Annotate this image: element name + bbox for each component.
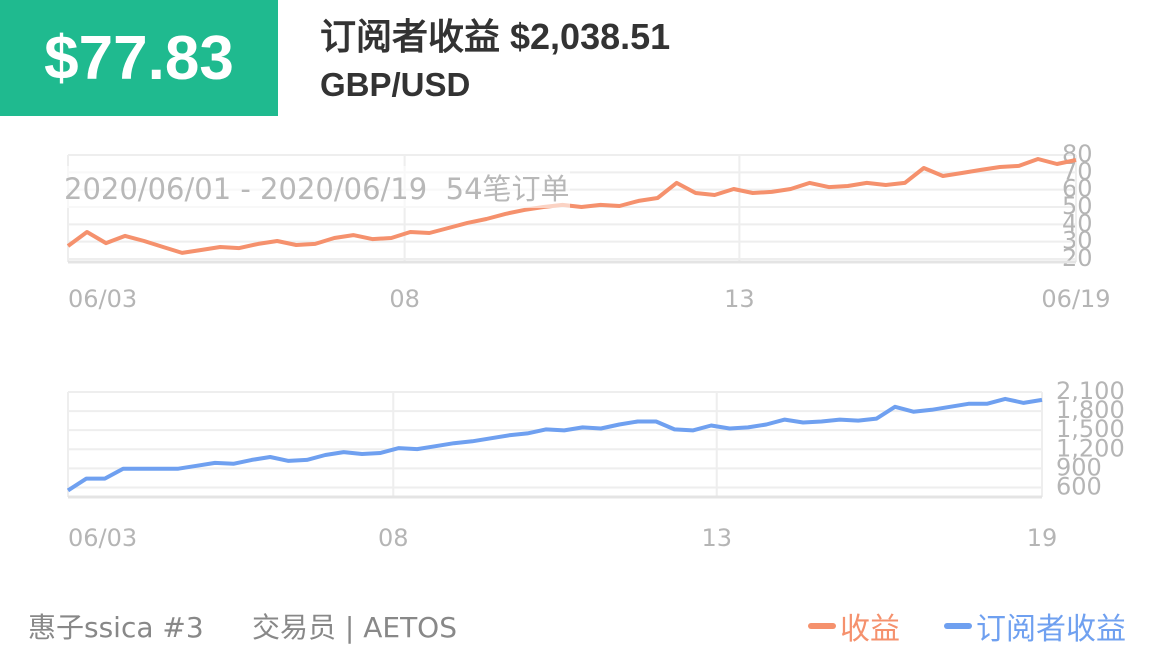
y-tick-label: 1,800 [1056,396,1125,424]
pair: GBP/USD [320,66,471,103]
y-tick-label: 20 [1062,244,1093,272]
y-tick-label: 60 [1062,175,1093,203]
y-tick-label: 30 [1062,227,1093,255]
y-tick-label: 900 [1056,453,1102,481]
legend-swatch [944,623,972,629]
y-tick-label: 40 [1062,209,1093,237]
x-tick-label: 06/03 [68,285,137,313]
x-tick-label: 06/19 [1041,285,1110,313]
legend-label: 订阅者收益 [976,612,1126,647]
x-tick-label: 13 [724,285,755,313]
x-tick-label: 08 [389,285,420,313]
user: 惠子ssica #3 [28,611,204,644]
legend-label: 收益 [840,612,900,647]
legend-swatch [808,623,836,629]
x-tick-label: 06/03 [68,524,137,552]
x-tick-label: 13 [701,524,732,552]
series-line [66,396,1043,493]
price-badge: $77.83 [0,0,278,116]
y-tick-label: 50 [1062,192,1093,220]
x-tick-label: 19 [1027,524,1058,552]
legend-entry: 订阅者收益 [944,604,1126,648]
y-tick-label: 2,100 [1056,377,1125,405]
y-tick-label: 1,200 [1056,434,1125,462]
y-tick-label: 1,500 [1056,415,1125,443]
y-tick-label: 600 [1056,472,1102,500]
series-line [66,157,1077,255]
subtitle: 2020/06/01 - 2020/06/19 54笔订单 [64,166,570,208]
role: 交易员 | AETOS [252,611,457,644]
title: 订阅者收益 $2,038.51 [320,16,671,57]
x-tick-label: 08 [378,524,409,552]
legend-entry: 收益 [808,604,900,648]
